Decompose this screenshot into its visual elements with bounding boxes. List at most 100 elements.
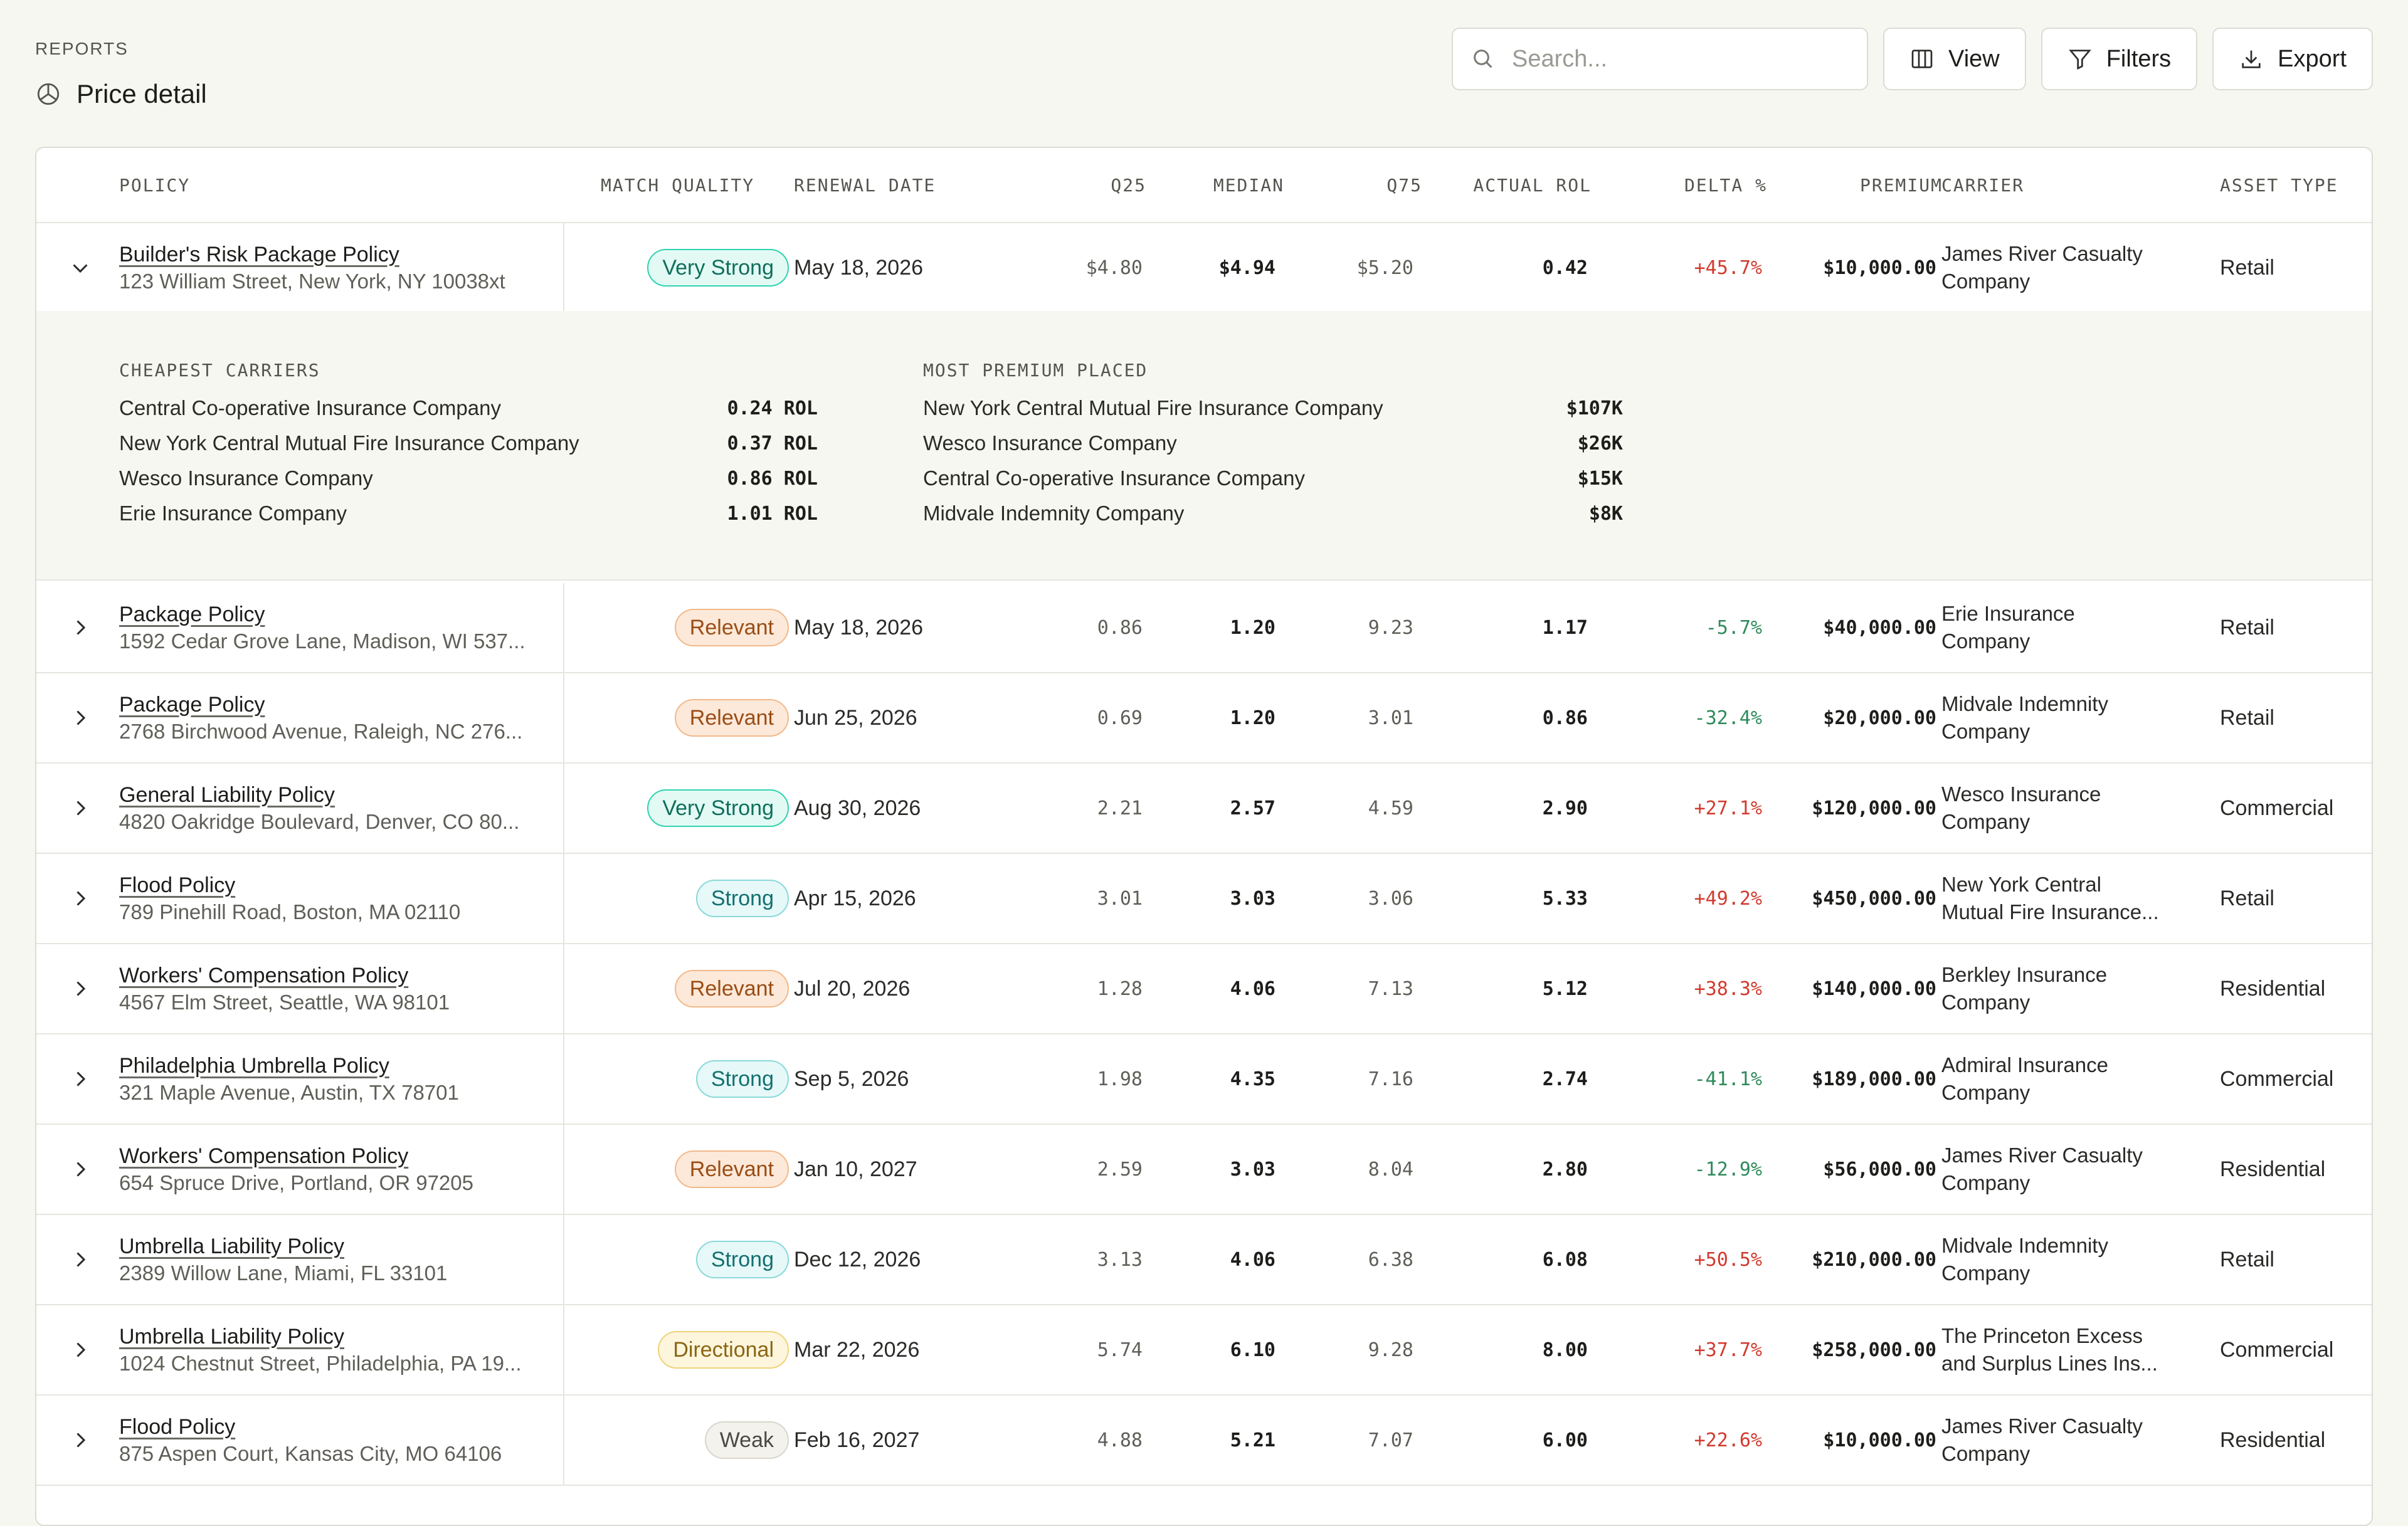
premium-value: $120,000.00 — [1812, 797, 1936, 819]
carrier-name-line1: James River Casualty — [1941, 242, 2143, 265]
match-quality-badge: Very Strong — [647, 249, 789, 287]
export-button[interactable]: Export — [2212, 28, 2373, 90]
q75-value: 7.07 — [1368, 1429, 1413, 1451]
delta-value: +38.3% — [1694, 977, 1762, 1000]
table-row[interactable]: Philadelphia Umbrella Policy 321 Maple Av… — [36, 1034, 2372, 1125]
policy-address: 123 William Street, New York, NY 10038xt — [119, 269, 505, 293]
col-policy[interactable]: POLICY — [119, 174, 191, 196]
cheapest-carrier-name: New York Central Mutual Fire Insurance C… — [119, 431, 579, 455]
policy-name-link[interactable]: Workers' Compensation Policy — [119, 1144, 409, 1168]
view-button[interactable]: View — [1883, 28, 2026, 90]
table-row[interactable]: Umbrella Liability Policy 2389 Willow Lan… — [36, 1215, 2372, 1305]
table-row[interactable]: Umbrella Liability Policy 1024 Chestnut S… — [36, 1305, 2372, 1396]
delta-value: +37.7% — [1694, 1339, 1762, 1361]
col-asset-type[interactable]: ASSET TYPE — [2220, 174, 2338, 196]
premium-value: $450,000.00 — [1812, 887, 1936, 910]
chevron-right-icon[interactable] — [69, 1429, 92, 1451]
column-divider — [563, 583, 564, 672]
actual-rol-value: 0.86 — [1542, 707, 1588, 729]
col-q75[interactable]: Q75 — [1386, 174, 1422, 196]
q25-value: 5.74 — [1097, 1339, 1143, 1361]
column-divider — [563, 854, 564, 943]
chevron-right-icon[interactable] — [69, 1248, 92, 1271]
policy-name-link[interactable]: Package Policy — [119, 602, 265, 626]
table-row[interactable]: Package Policy 1592 Cedar Grove Lane, Mad… — [36, 583, 2372, 673]
col-renewal-date[interactable]: RENEWAL DATE — [794, 174, 936, 196]
expanded-detail-panel: CHEAPEST CARRIERS MOST PREMIUM PLACED Ce… — [36, 311, 2372, 581]
table-row[interactable]: Flood Policy 789 Pinehill Road, Boston, M… — [36, 854, 2372, 944]
premium-value: $10,000.00 — [1823, 256, 1936, 279]
col-delta[interactable]: DELTA % — [1684, 174, 1767, 196]
asset-type: Commercial — [2220, 1066, 2334, 1091]
filter-icon — [2068, 50, 2091, 70]
renewal-date: Dec 12, 2026 — [794, 1247, 921, 1271]
table-row[interactable]: Workers' Compensation Policy 4567 Elm Str… — [36, 944, 2372, 1034]
premium-value: $40,000.00 — [1823, 616, 1936, 639]
policy-name-link[interactable]: Umbrella Liability Policy — [119, 1324, 345, 1349]
page-title: Price detail — [77, 79, 207, 108]
column-divider — [563, 764, 564, 853]
carrier-name-line2: Company — [1941, 720, 2030, 743]
search-box[interactable] — [1452, 28, 1869, 90]
renewal-date: Jul 20, 2026 — [794, 976, 911, 1001]
policy-name-link[interactable]: Flood Policy — [119, 1414, 236, 1439]
carrier-name-line1: Midvale Indemnity — [1941, 692, 2108, 715]
policy-address: 1024 Chestnut Street, Philadelphia, PA 1… — [119, 1351, 522, 1375]
cheapest-carrier-rol: 0.24 ROL — [727, 397, 818, 419]
chevron-right-icon[interactable] — [69, 1339, 92, 1361]
q75-value: 8.04 — [1368, 1158, 1413, 1181]
chevron-right-icon[interactable] — [69, 797, 92, 819]
search-input[interactable] — [1511, 45, 1850, 73]
chevron-right-icon[interactable] — [69, 1158, 92, 1181]
policy-name-link[interactable]: Flood Policy — [119, 873, 236, 897]
chevron-right-icon[interactable] — [69, 887, 92, 910]
col-premium[interactable]: PREMIUM — [1859, 174, 1943, 196]
policy-name-link[interactable]: Philadelphia Umbrella Policy — [119, 1053, 389, 1078]
median-value: 2.57 — [1230, 797, 1275, 819]
table-row[interactable]: Package Policy 2768 Birchwood Avenue, Ral… — [36, 673, 2372, 764]
policy-address: 321 Maple Avenue, Austin, TX 78701 — [119, 1080, 459, 1104]
col-actual-rol[interactable]: ACTUAL ROL — [1473, 174, 1592, 196]
policy-name-link[interactable]: Workers' Compensation Policy — [119, 963, 409, 987]
filters-button[interactable]: Filters — [2041, 28, 2198, 90]
carrier-name-line1: Wesco Insurance — [1941, 782, 2101, 806]
renewal-date: Mar 22, 2026 — [794, 1337, 920, 1362]
view-button-label: View — [1948, 45, 2000, 72]
carrier-name-line1: New York Central — [1941, 873, 2101, 896]
chevron-right-icon[interactable] — [69, 1068, 92, 1090]
median-value: 6.10 — [1230, 1339, 1275, 1361]
premium-value: $56,000.00 — [1823, 1158, 1936, 1181]
cheapest-carrier-name: Wesco Insurance Company — [119, 466, 373, 490]
chevron-down-icon[interactable] — [69, 256, 92, 279]
premium-value: $20,000.00 — [1823, 707, 1936, 729]
price-table: POLICY MATCH QUALITY RENEWAL DATE Q25 ME… — [35, 147, 2373, 1526]
policy-name-link[interactable]: Umbrella Liability Policy — [119, 1234, 345, 1258]
chevron-right-icon[interactable] — [69, 977, 92, 1000]
median-value: 5.21 — [1230, 1429, 1275, 1451]
col-median[interactable]: MEDIAN — [1213, 174, 1284, 196]
q75-value: 4.59 — [1368, 797, 1413, 819]
premium-carrier-amount: $107K — [1566, 397, 1623, 419]
carrier-name-line2: Company — [1941, 810, 2030, 833]
carrier-name-line2: Company — [1941, 1442, 2030, 1465]
table-row[interactable]: General Liability Policy 4820 Oakridge Bo… — [36, 764, 2372, 854]
chevron-right-icon[interactable] — [69, 616, 92, 639]
search-icon — [1474, 50, 1492, 68]
col-match-quality[interactable]: MATCH QUALITY — [601, 174, 755, 196]
policy-name-link[interactable]: Builder's Risk Package Policy — [119, 242, 399, 266]
chevron-right-icon[interactable] — [69, 707, 92, 729]
table-row[interactable]: Flood Policy 875 Aspen Court, Kansas City… — [36, 1396, 2372, 1486]
table-row[interactable]: Workers' Compensation Policy 654 Spruce D… — [36, 1125, 2372, 1215]
asset-type: Retail — [2220, 886, 2274, 910]
premium-carrier-amount: $26K — [1577, 433, 1623, 455]
policy-name-link[interactable]: General Liability Policy — [119, 782, 335, 807]
q25-value: 3.01 — [1097, 887, 1143, 910]
q75-value: 9.23 — [1368, 616, 1413, 639]
col-q25[interactable]: Q25 — [1111, 174, 1146, 196]
table-row[interactable]: Builder's Risk Package Policy 123 William… — [36, 223, 2372, 313]
policy-name-link[interactable]: Package Policy — [119, 692, 265, 717]
col-carrier[interactable]: CARRIER — [1941, 174, 2025, 196]
premium-value: $140,000.00 — [1812, 977, 1936, 1000]
carrier-name-line2: Company — [1941, 270, 2030, 293]
asset-type: Residential — [2220, 976, 2326, 1001]
